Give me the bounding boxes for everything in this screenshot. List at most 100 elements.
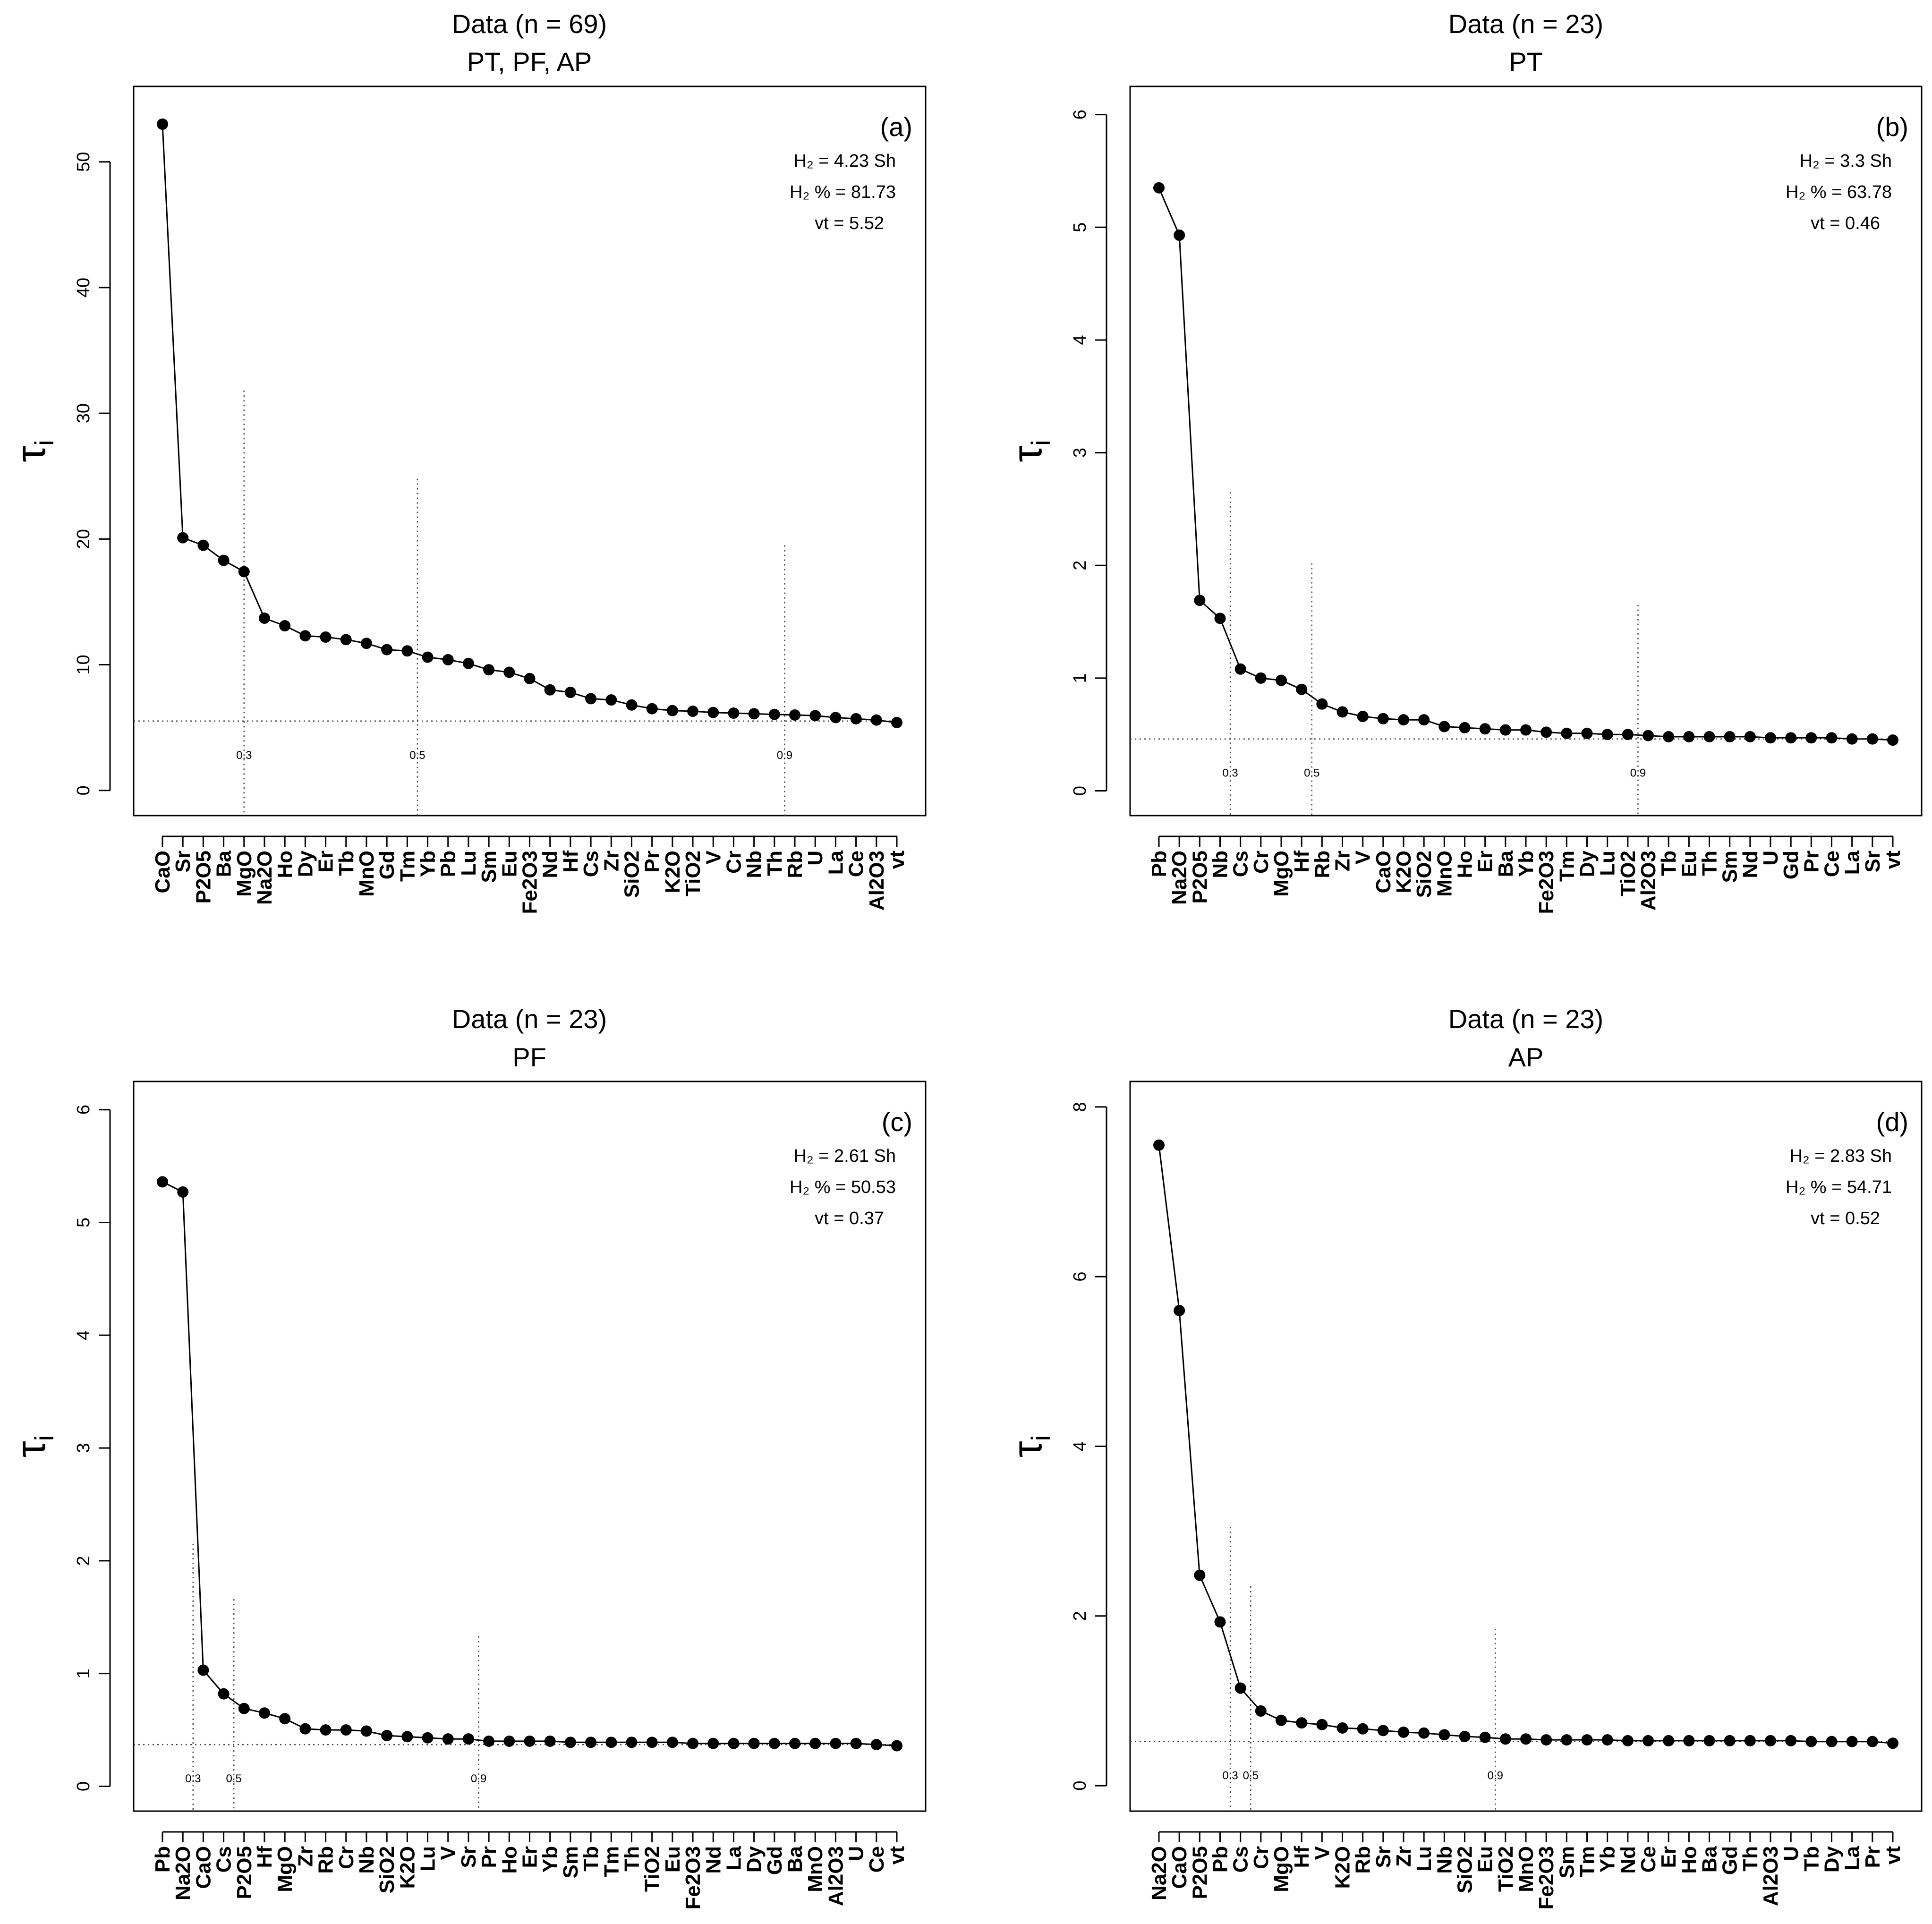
data-point <box>1846 733 1858 745</box>
data-point <box>1398 714 1409 726</box>
data-point <box>1438 1729 1450 1741</box>
x-category-label: Cr <box>1250 1846 1273 1869</box>
y-tick-label: 1 <box>74 1669 94 1678</box>
data-point <box>1520 1733 1532 1745</box>
chart-subtitle: PF <box>512 1042 546 1072</box>
data-point <box>442 654 454 665</box>
data-point <box>789 709 801 721</box>
x-category-label: Cs <box>213 1846 236 1873</box>
quantile-label: 0.5 <box>1243 1770 1259 1782</box>
data-point <box>728 707 740 719</box>
data-point <box>768 1737 780 1749</box>
data-point <box>1887 734 1898 746</box>
data-point <box>1561 727 1573 739</box>
x-category-label: Sr <box>171 851 195 872</box>
x-category-label: vt <box>885 1846 909 1864</box>
h2-percent-stat: H₂ % = 81.73 <box>790 182 896 202</box>
x-category-label: Ce <box>1821 851 1844 877</box>
y-axis-label: τi <box>1004 1435 1055 1457</box>
x-category-label: P2O5 <box>1188 1846 1211 1899</box>
x-category-label: Pr <box>1861 1846 1884 1868</box>
data-point <box>299 630 311 642</box>
data-point <box>850 713 862 725</box>
data-point <box>1153 182 1165 194</box>
chart-panel-4: Data (n = 23)AP02468τiNa2OCaOP2O5PbCsCrM… <box>1004 1004 1923 1910</box>
y-tick-label: 10 <box>74 655 94 674</box>
x-category-label: V <box>1311 1846 1334 1860</box>
chart-subtitle: PT <box>1509 47 1543 77</box>
x-category-label: Na2O <box>1148 1846 1171 1900</box>
x-category-label: Pr <box>477 1846 501 1868</box>
data-point <box>1255 1705 1267 1717</box>
data-point <box>401 1731 413 1743</box>
data-point <box>1499 724 1511 736</box>
data-point <box>381 1730 393 1742</box>
x-category-label: La <box>1841 850 1864 875</box>
x-category-label: TiO2 <box>1494 1846 1517 1892</box>
data-point <box>850 1737 862 1749</box>
x-category-label: Cr <box>1250 851 1273 874</box>
x-category-label: SiO2 <box>375 1846 399 1893</box>
y-tick-label: 5 <box>1070 222 1090 232</box>
x-category-label: Na2O <box>253 851 276 905</box>
data-point <box>1214 1616 1226 1628</box>
x-category-label: Tm <box>600 1846 623 1877</box>
data-point <box>1561 1734 1573 1746</box>
data-point <box>442 1733 454 1745</box>
data-point <box>524 673 536 684</box>
data-point <box>299 1723 311 1735</box>
h2-stat: H₂ = 3.3 Sh <box>1800 151 1892 171</box>
x-category-label: Dy <box>1821 1846 1844 1873</box>
x-category-label: P2O5 <box>1188 851 1211 904</box>
x-category-label: Sm <box>477 851 501 883</box>
data-point <box>870 714 882 726</box>
data-point <box>320 631 332 643</box>
x-category-label: Cs <box>1229 1846 1252 1873</box>
x-category-label: Gd <box>1779 851 1803 879</box>
x-category-label: Fe2O3 <box>1535 851 1558 914</box>
x-category-label: vt <box>1881 1846 1905 1864</box>
y-axis-label: τi <box>7 440 59 462</box>
data-point <box>870 1739 882 1751</box>
x-category-label: Pb <box>1148 851 1171 877</box>
data-point <box>1765 732 1776 744</box>
data-point <box>462 1733 474 1745</box>
x-category-label: SiO2 <box>1454 1846 1477 1893</box>
data-point <box>728 1737 740 1749</box>
x-category-label: Sm <box>1719 851 1742 883</box>
chart-subtitle: AP <box>1508 1042 1544 1072</box>
panel-letter: (a) <box>880 112 912 142</box>
data-point <box>1296 683 1308 695</box>
x-category-label: Lu <box>1413 1846 1436 1872</box>
x-category-label: Th <box>1739 1846 1762 1872</box>
plot-frame <box>1129 1081 1923 1812</box>
x-category-label: Gd <box>763 1846 786 1875</box>
data-point <box>258 1707 270 1719</box>
data-point <box>238 566 250 578</box>
data-point <box>1174 230 1185 241</box>
data-point <box>1276 1714 1287 1726</box>
data-point <box>1826 732 1838 744</box>
x-category-label: Sr <box>1861 851 1884 872</box>
data-point <box>1255 672 1267 684</box>
data-point <box>1703 731 1715 742</box>
quantile-label: 0.9 <box>777 749 792 762</box>
chart-title: Data (n = 23) <box>1448 1004 1603 1034</box>
x-category-label: MnO <box>804 1846 827 1892</box>
data-point <box>218 554 230 566</box>
plot-frame <box>133 1081 927 1812</box>
data-point <box>1581 1734 1593 1746</box>
x-category-label: P2O5 <box>192 851 215 904</box>
quantile-label: 0.3 <box>185 1772 201 1785</box>
data-point <box>524 1735 536 1747</box>
data-point <box>830 712 842 724</box>
x-category-label: U <box>1779 1846 1803 1861</box>
x-category-label: Tb <box>579 1846 603 1872</box>
x-category-label: Nb <box>355 1846 378 1874</box>
data-point <box>503 1735 515 1747</box>
y-tick-label: 8 <box>1070 1102 1090 1112</box>
h2-stat: H₂ = 2.83 Sh <box>1790 1146 1892 1166</box>
quantile-label: 0.3 <box>1222 767 1238 780</box>
x-category-label: Ce <box>845 851 868 877</box>
data-point <box>1724 731 1736 742</box>
